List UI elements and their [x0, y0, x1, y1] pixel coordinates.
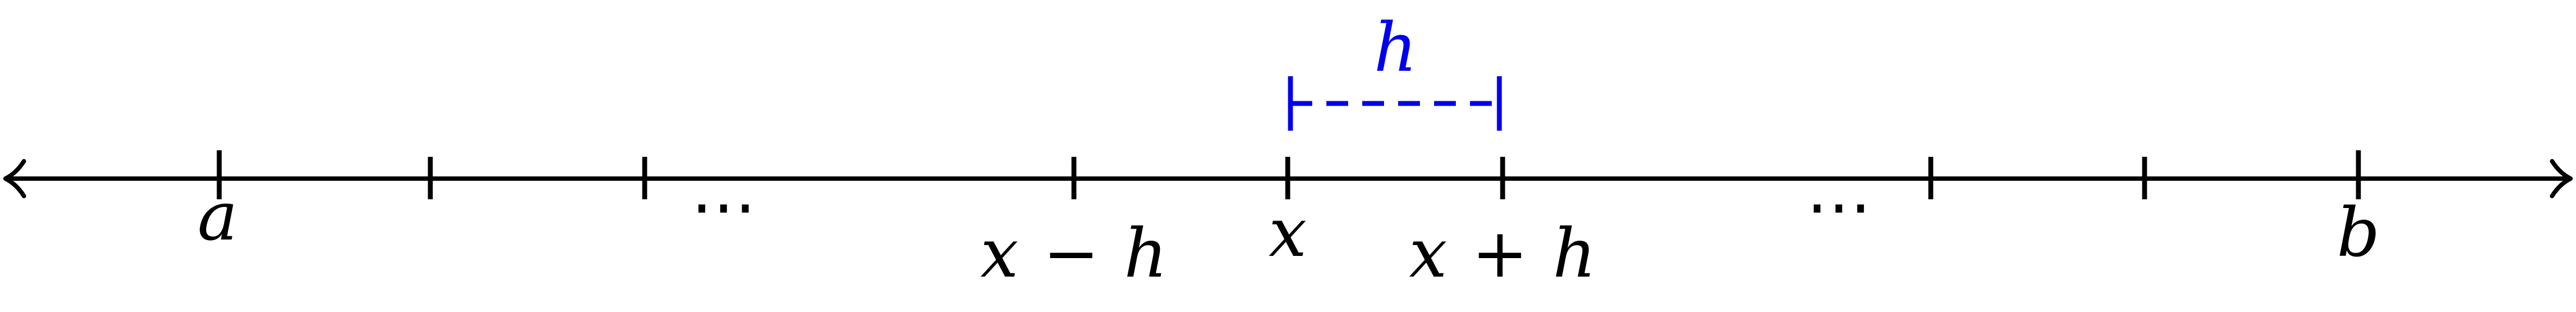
label-x-plus-h-op: + [1472, 215, 1528, 293]
label-x-plus-h: x + h [1409, 215, 1596, 293]
label-b: b [2337, 194, 2380, 272]
label-a: a [197, 178, 238, 256]
label-x: x [1269, 194, 1307, 272]
right-arrow-icon [2550, 159, 2573, 198]
label-x-plus-h-step: h [1553, 215, 1596, 293]
label-x-minus-h-var: x [980, 215, 1018, 293]
label-x-minus-h-step: h [1124, 215, 1167, 293]
label-dots-left: ⋯ [691, 169, 756, 244]
label-x-minus-h: x − h [980, 215, 1167, 293]
left-arrow-icon [3, 159, 26, 198]
label-x-plus-h-var: x [1409, 215, 1447, 293]
step-indicator [1288, 76, 1502, 131]
label-dots-right: ⋯ [1806, 169, 1871, 244]
tick-marks [217, 150, 2361, 199]
step-label: h [1374, 9, 1417, 87]
label-x-minus-h-op: − [1043, 215, 1099, 293]
